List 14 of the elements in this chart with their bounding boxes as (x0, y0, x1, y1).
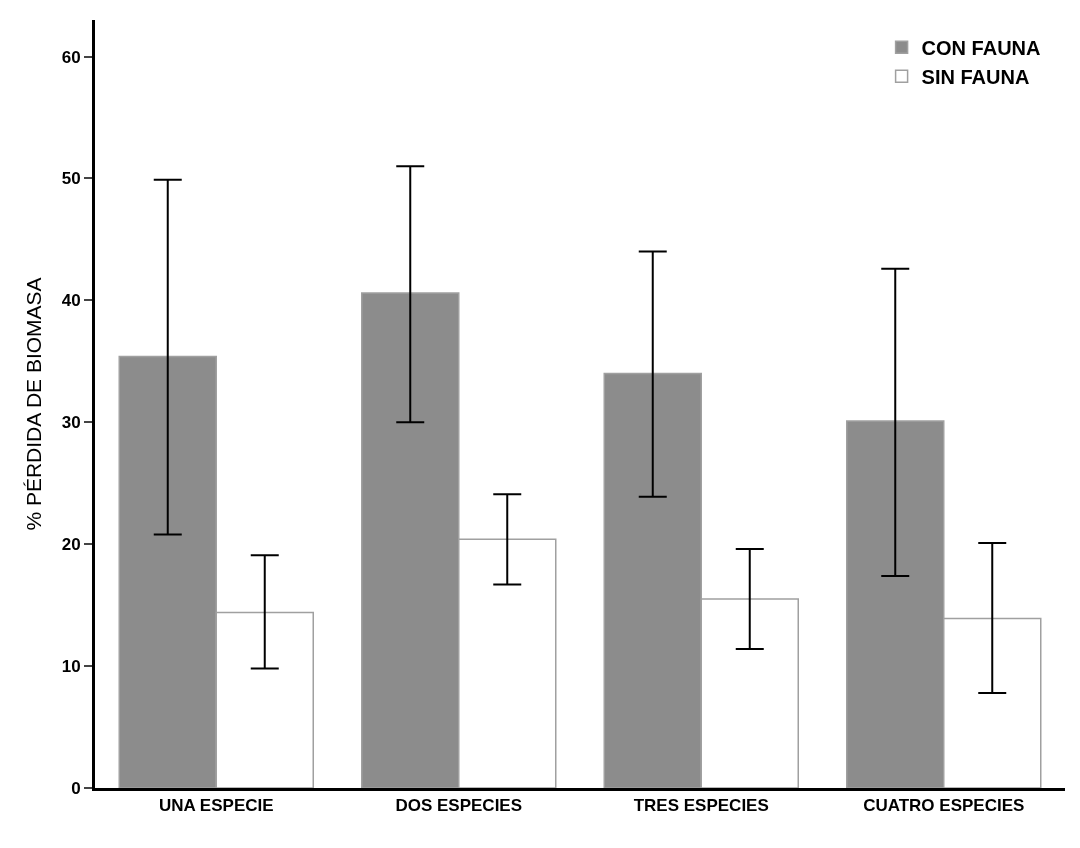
legend-label: CON FAUNA (921, 36, 1041, 59)
x-tick-label: TRES ESPECIES (633, 796, 769, 816)
y-tick-label: 50 (61, 169, 81, 189)
y-tick-label: 20 (61, 535, 81, 555)
y-tick-label: 0 (71, 778, 81, 798)
x-tick-label: DOS ESPECIES (395, 796, 523, 816)
y-axis-title: % PÉRDIDA DE BIOMASA (21, 277, 45, 531)
y-tick-label: 60 (61, 47, 81, 67)
y-tick-label: 10 (61, 657, 81, 677)
x-tick-label: CUATRO ESPECIES (863, 796, 1025, 816)
legend-label: SIN FAUNA (921, 65, 1030, 88)
y-tick-label: 40 (61, 291, 81, 311)
y-tick-label: 30 (61, 413, 81, 433)
x-tick-label: UNA ESPECIE (158, 796, 274, 816)
